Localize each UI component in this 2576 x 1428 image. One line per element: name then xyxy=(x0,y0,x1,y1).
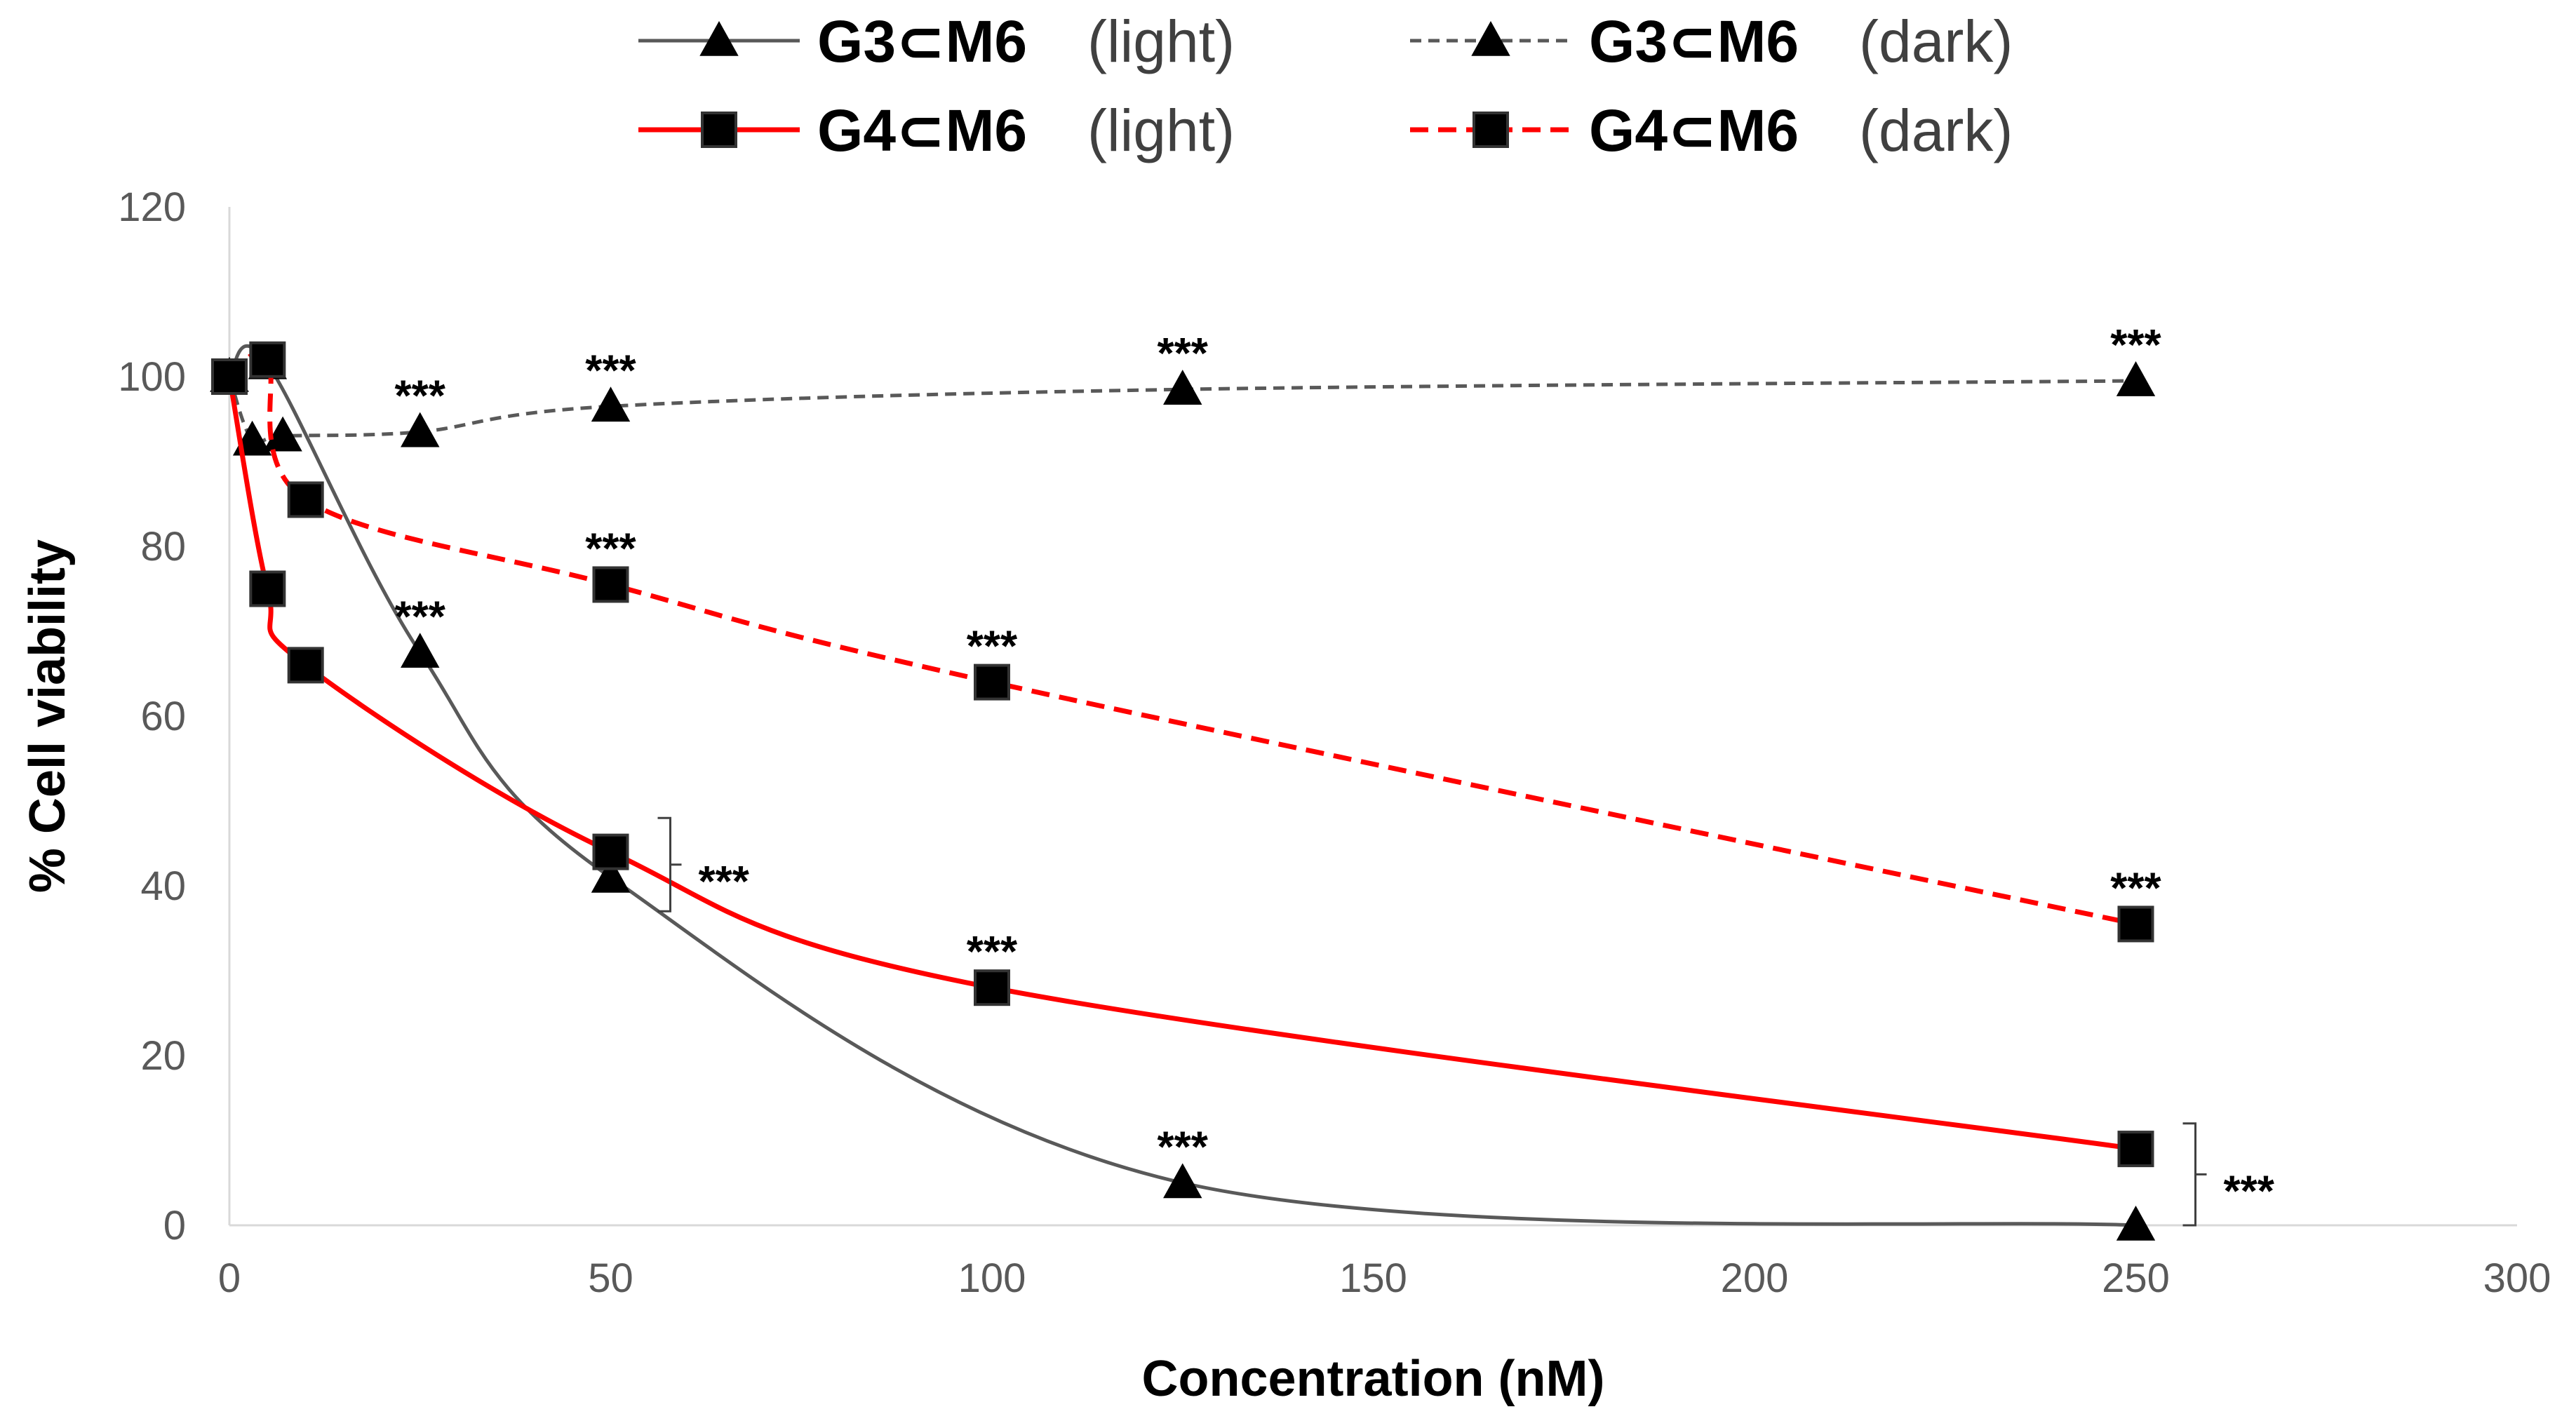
series-line xyxy=(227,376,2136,1152)
x-tick-label: 300 xyxy=(2483,1255,2551,1301)
data-point xyxy=(592,566,629,603)
data-point xyxy=(2116,361,2156,396)
significance-stars: *** xyxy=(2224,1167,2275,1215)
legend: G3⊂M6 (light) G3⊂M6 (dark)G4⊂M6 (light) G4⊂M6… xyxy=(638,8,2013,163)
series-2 xyxy=(211,358,2154,1168)
significance-stars: *** xyxy=(585,346,636,395)
data-point xyxy=(974,664,1010,701)
legend-marker xyxy=(1473,112,1509,148)
series-line xyxy=(227,351,2137,927)
axes: 0 50 100 150 200 250 300 0 20 40 60 80 100 120 xyxy=(118,184,2551,1301)
legend-condition: (light) xyxy=(1087,8,1235,74)
legend-entry-3: G4⊂M6 (dark) xyxy=(1410,97,2013,163)
y-tick-label: 40 xyxy=(140,863,186,909)
significance-stars: *** xyxy=(585,525,636,573)
legend-marker xyxy=(699,20,739,56)
y-tick-label: 80 xyxy=(140,524,186,570)
data-point xyxy=(401,633,440,668)
significance-bracket xyxy=(2182,1122,2207,1227)
significance-bracket xyxy=(657,816,682,912)
series-3 xyxy=(211,341,2154,943)
data-point xyxy=(287,647,324,684)
x-tick-label: 200 xyxy=(1721,1255,1789,1301)
legend-marker xyxy=(1471,20,1510,56)
legend-entry-0: G3⊂M6 (light) xyxy=(638,8,1235,74)
x-tick-label: 50 xyxy=(588,1255,633,1301)
series-line xyxy=(228,344,2136,1227)
data-point xyxy=(249,341,286,378)
data-point xyxy=(2117,1131,2154,1168)
significance-stars: *** xyxy=(967,623,1018,671)
legend-entry-2: G4⊂M6 (light) xyxy=(638,97,1235,163)
x-tick-label: 0 xyxy=(218,1255,241,1301)
legend-series-name: G4⊂M6 xyxy=(1589,97,1799,163)
significance-stars: *** xyxy=(395,593,446,641)
x-axis-title: Concentration (nM) xyxy=(1142,1351,1605,1407)
data-point xyxy=(591,386,631,422)
legend-series-name: G4⊂M6 xyxy=(817,97,1027,163)
legend-condition: (light) xyxy=(1087,97,1235,163)
y-tick-label: 0 xyxy=(163,1203,186,1248)
significance-stars: *** xyxy=(1158,1124,1209,1172)
series-layer xyxy=(210,341,2156,1241)
y-tick-label: 20 xyxy=(140,1033,186,1079)
data-point xyxy=(211,358,248,395)
y-tick-label: 100 xyxy=(118,354,186,400)
data-point xyxy=(401,412,440,447)
legend-condition: (dark) xyxy=(1859,8,2013,74)
data-point xyxy=(1163,370,1202,405)
significance-stars: *** xyxy=(2110,864,2161,912)
y-tick-label: 60 xyxy=(140,694,186,739)
significance-stars: *** xyxy=(699,858,750,906)
legend-condition: (dark) xyxy=(1859,97,2013,163)
data-point xyxy=(2116,1205,2156,1241)
legend-series-name: G3⊂M6 xyxy=(817,8,1027,74)
legend-marker xyxy=(701,112,737,148)
data-point xyxy=(974,969,1010,1006)
legend-series-name: G3⊂M6 xyxy=(1589,8,1799,74)
significance-stars: *** xyxy=(2110,321,2161,370)
data-point xyxy=(1163,1163,1202,1199)
data-point xyxy=(287,481,324,518)
x-tick-label: 100 xyxy=(958,1255,1026,1301)
x-tick-label: 150 xyxy=(1339,1255,1407,1301)
significance-stars: *** xyxy=(967,928,1018,976)
significance-stars: *** xyxy=(395,372,446,421)
data-point xyxy=(263,416,302,452)
legend-entry-1: G3⊂M6 (dark) xyxy=(1410,8,2013,74)
x-tick-label: 250 xyxy=(2102,1255,2170,1301)
series-1 xyxy=(210,356,2156,456)
data-point xyxy=(591,857,631,893)
significance-stars: *** xyxy=(1158,330,1209,378)
y-tick-label: 120 xyxy=(118,184,186,230)
annotation-layer: *** *** *** *** *** *** *** *** *** *** *** *** xyxy=(395,321,2275,1227)
data-point xyxy=(249,570,286,607)
y-axis-title: % Cell viability xyxy=(20,539,76,893)
data-point xyxy=(2117,905,2154,943)
data-point xyxy=(592,833,629,870)
